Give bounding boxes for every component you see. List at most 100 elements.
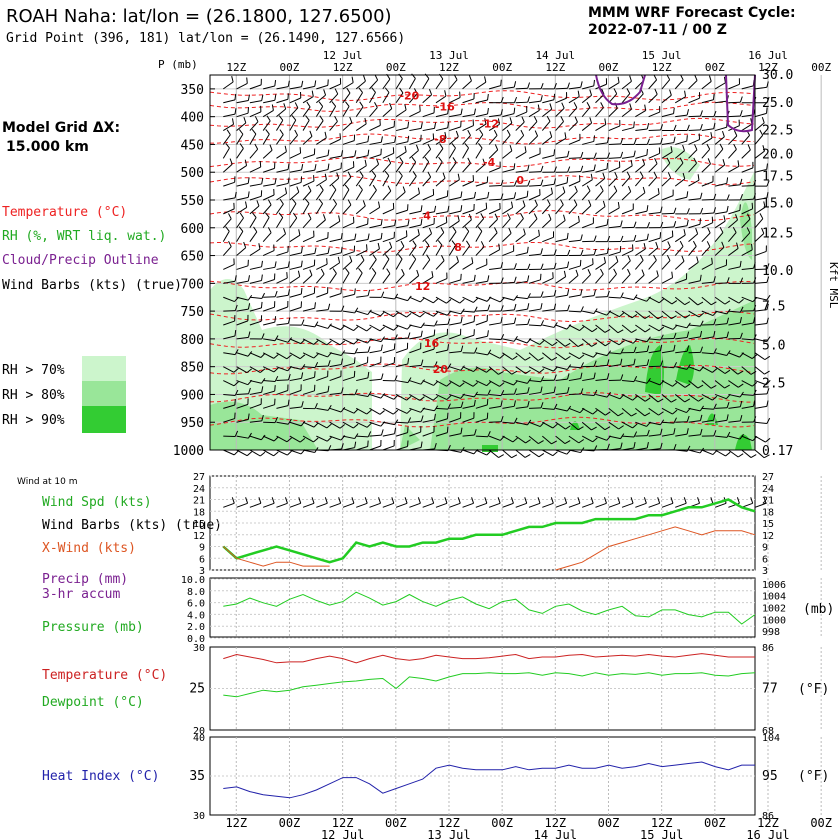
wind-barb (675, 428, 689, 437)
wind-barb (515, 303, 530, 312)
wind-barb (382, 136, 397, 145)
wind-barb (608, 255, 619, 270)
wind-barb (475, 275, 490, 284)
wind-barb (329, 358, 344, 368)
wind-barb (568, 249, 584, 257)
wind-barb (701, 318, 717, 326)
wind-barb (316, 370, 329, 382)
wind-barb (608, 235, 624, 243)
wind-barb (435, 328, 448, 340)
wind-barb (262, 435, 279, 442)
top-date-tick: 14 Jul (535, 49, 575, 62)
wind-barb (661, 124, 677, 132)
wind-barb (262, 115, 271, 131)
pressure-tick-label: 600 (181, 222, 204, 237)
wind-barb (701, 257, 713, 270)
wind-barb (648, 360, 664, 368)
wind-tick-left: 27 (193, 472, 205, 483)
wind-barb (262, 129, 270, 145)
wind-barb (528, 352, 544, 361)
wind-barb (395, 295, 412, 302)
surface-wind-barb (502, 497, 514, 508)
wind-barb (555, 304, 570, 312)
wind-barb (448, 157, 457, 173)
wind-barb (422, 343, 435, 354)
heat-index-legend: Heat Index (°C) (42, 769, 159, 784)
wind-barb (489, 305, 504, 312)
bottom-time-tick: 12Z (544, 816, 566, 830)
wind-barb (475, 213, 485, 229)
wind-barb (475, 107, 489, 118)
wind-barb (608, 185, 618, 201)
wind-barb (276, 198, 284, 215)
wind-barb (488, 380, 505, 387)
wind-barb (475, 94, 489, 104)
wind-barb (582, 389, 598, 396)
wind-barb (289, 129, 298, 145)
wind-barb (355, 117, 367, 131)
wind-barb (422, 271, 434, 284)
pressure-tick-label: 400 (181, 111, 204, 126)
wind-barb (714, 130, 725, 145)
wind-barb (276, 261, 290, 270)
wind-barb (355, 87, 363, 104)
wind-barb (701, 394, 718, 401)
wind-barb (555, 270, 567, 284)
surface-wind-barb (302, 497, 315, 508)
wind-barb (528, 189, 541, 201)
bottom-date-tick: 16 Jul (746, 828, 789, 840)
surface-wind-barb (236, 497, 249, 508)
wind-barb (754, 303, 769, 312)
wind-barb (568, 185, 578, 201)
wind-barb (395, 407, 412, 414)
wind-barb (502, 263, 517, 270)
wind-barb (356, 371, 370, 382)
wind-barb (302, 321, 319, 328)
wind-barb (316, 79, 329, 90)
wind-barb (688, 74, 698, 90)
wind-barb (422, 254, 431, 270)
wind-barb (488, 352, 505, 359)
wind-barb (661, 157, 671, 173)
model-grid-label: Model Grid ΔX: (2, 120, 120, 136)
height-tick-label: 12.5 (762, 226, 793, 241)
wind-barb (223, 315, 236, 326)
wind-barb (754, 317, 769, 326)
heat-tick-right: 95 (762, 769, 778, 784)
wind-barb (449, 91, 461, 104)
surface-wind-barb (422, 497, 435, 508)
rh90-swatch (82, 406, 126, 433)
wind-barb (395, 268, 405, 284)
wind-barb (249, 260, 263, 270)
wind-barb (529, 165, 544, 173)
wind-barb (661, 296, 678, 305)
wind-barb (316, 232, 329, 243)
wind-barb (302, 185, 312, 201)
wind-barb (475, 158, 486, 173)
wind-barb (728, 400, 743, 409)
wind-barb (302, 90, 314, 104)
bottom-time-tick: 00Z (491, 816, 513, 830)
wind-barb (369, 158, 380, 173)
wind-barb (581, 173, 593, 187)
wind-barb (289, 198, 297, 215)
wind-barb (263, 177, 277, 187)
wind-barb (581, 185, 591, 201)
wind-barb (635, 149, 648, 159)
wind-barb (568, 90, 580, 104)
wind-barb (688, 394, 704, 402)
wind-barb (276, 177, 290, 187)
wind-barb (608, 171, 618, 187)
wind-barb (621, 88, 631, 104)
wind-barb (529, 83, 544, 90)
wind-barb (342, 216, 355, 229)
wind-barb (688, 110, 703, 118)
wind-barb (488, 129, 498, 145)
wind-barb (236, 351, 253, 357)
wind-tick-left: 9 (199, 543, 205, 554)
wind-barb (356, 391, 372, 398)
wind-barb (462, 119, 474, 132)
wind-barb (316, 405, 332, 411)
wind-barb (249, 105, 262, 118)
